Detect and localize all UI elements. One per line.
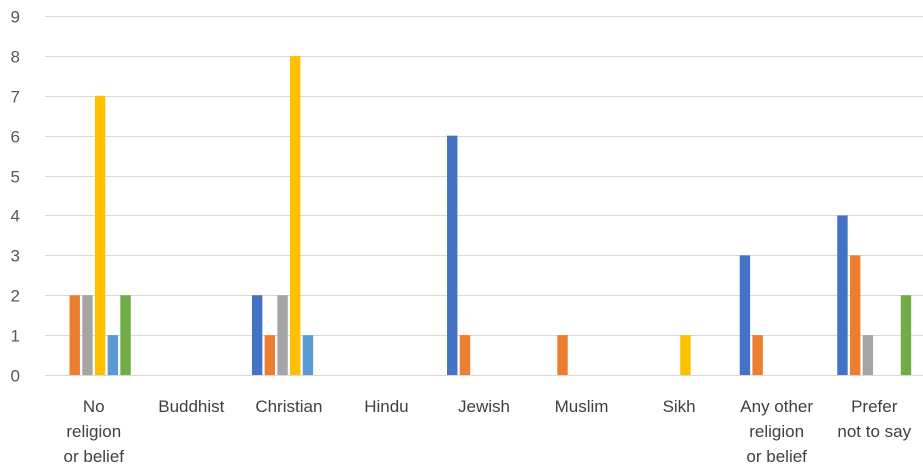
y-tick-label: 1 xyxy=(11,327,20,346)
y-tick-label: 6 xyxy=(11,128,20,147)
bar xyxy=(264,335,276,375)
y-axis-ticks: 0 1 2 3 4 5 6 7 8 9 xyxy=(11,8,20,386)
x-category-line: Buddhist xyxy=(158,397,224,416)
gridlines xyxy=(45,16,923,376)
x-category-label: No religion or belief xyxy=(64,397,125,466)
bar xyxy=(120,295,131,375)
x-category-line: or belief xyxy=(746,447,807,466)
x-category-label: Christian xyxy=(255,397,322,416)
y-tick-label: 8 xyxy=(11,48,20,67)
y-tick-label: 0 xyxy=(11,367,20,386)
x-category-line: Prefer xyxy=(851,397,898,416)
x-category-label: Prefer not to say xyxy=(837,397,911,441)
bar xyxy=(680,335,691,375)
y-tick-label: 9 xyxy=(11,8,20,27)
x-axis-categories: No religion or belief Buddhist Christian Hind… xyxy=(64,397,912,466)
bar xyxy=(459,335,471,375)
x-category-line: religion xyxy=(66,422,121,441)
y-tick-label: 3 xyxy=(11,247,20,266)
bar xyxy=(862,335,874,375)
x-category-line: Hindu xyxy=(364,397,408,416)
x-category-label: Sikh xyxy=(663,397,696,416)
x-category-label: Muslim xyxy=(555,397,609,416)
x-category-label: Hindu xyxy=(364,397,408,416)
bar xyxy=(302,335,314,375)
x-category-line: religion xyxy=(749,422,804,441)
x-category-line: Christian xyxy=(255,397,322,416)
bar xyxy=(82,295,93,375)
y-tick-label: 7 xyxy=(11,88,20,107)
bar xyxy=(849,255,861,375)
bar xyxy=(69,295,80,375)
bar xyxy=(94,95,106,375)
bar xyxy=(277,295,288,375)
x-category-line: Muslim xyxy=(555,397,609,416)
bars xyxy=(69,55,912,375)
x-category-line: Sikh xyxy=(663,397,696,416)
x-category-label: Jewish xyxy=(458,397,510,416)
x-category-line: No xyxy=(83,397,105,416)
bar xyxy=(837,215,848,375)
x-category-label: Any other religion or belief xyxy=(740,397,813,466)
bar xyxy=(739,255,751,375)
x-category-line: or belief xyxy=(64,447,125,466)
bar xyxy=(290,55,301,375)
y-tick-label: 4 xyxy=(11,207,20,226)
x-category-line: not to say xyxy=(837,422,911,441)
bar xyxy=(752,335,763,375)
bar xyxy=(107,335,119,375)
y-tick-label: 2 xyxy=(11,287,20,306)
bar xyxy=(251,295,263,375)
y-tick-label: 5 xyxy=(11,168,20,187)
x-category-label: Buddhist xyxy=(158,397,224,416)
bar xyxy=(557,335,568,375)
x-category-line: Jewish xyxy=(458,397,510,416)
bar xyxy=(447,135,458,375)
bar xyxy=(900,295,912,375)
x-category-line: Any other xyxy=(740,397,813,416)
